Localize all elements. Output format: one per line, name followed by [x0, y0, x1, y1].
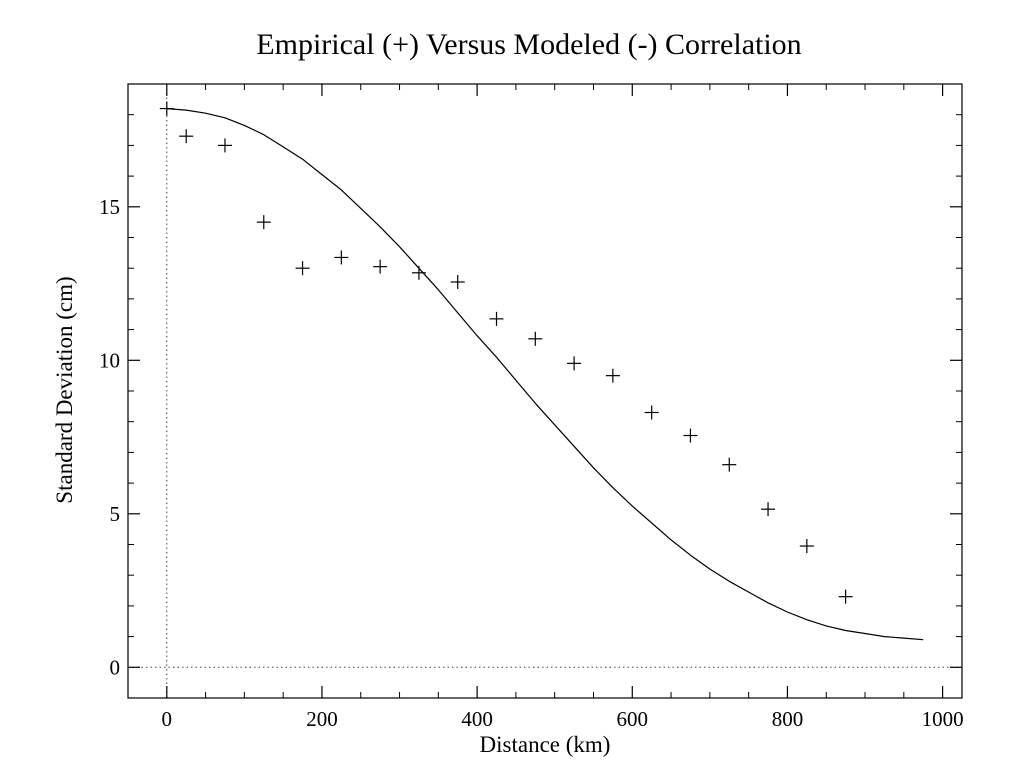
x-tick-label: 600	[617, 707, 649, 731]
empirical-point-marker	[217, 138, 232, 153]
x-tick-label: 200	[306, 707, 338, 731]
x-axis-ticks: 0 200 400 600 800 1000	[162, 84, 964, 731]
empirical-point-marker	[605, 368, 620, 383]
empirical-point-marker	[683, 428, 698, 443]
data-series	[159, 101, 924, 641]
y-tick-label: 0	[110, 655, 121, 679]
minor-ticks	[127, 83, 962, 699]
empirical-point-marker	[450, 275, 465, 290]
x-tick-label: 0	[162, 707, 173, 731]
y-axis-ticks: 0 5 10 15	[99, 195, 962, 679]
empirical-point-marker	[179, 129, 194, 144]
x-tick-label: 1000	[922, 707, 964, 731]
empirical-point-marker	[567, 356, 582, 371]
empirical-point-marker	[528, 331, 543, 346]
x-tick-label: 800	[772, 707, 804, 731]
plot-frame	[127, 83, 963, 699]
empirical-point-marker	[799, 539, 814, 554]
empirical-point-marker	[644, 405, 659, 420]
empirical-point-marker	[489, 311, 504, 326]
y-axis-label: Standard Deviation (cm)	[52, 276, 77, 503]
x-axis-label: Distance (km)	[480, 732, 611, 757]
y-tick-label: 10	[99, 348, 120, 372]
chart-title: Empirical (+) Versus Modeled (-) Correla…	[256, 28, 801, 61]
empirical-point-marker	[256, 215, 271, 230]
x-tick-label: 400	[461, 707, 493, 731]
y-tick-label: 5	[110, 502, 121, 526]
model-curve-line	[166, 108, 924, 641]
empirical-point-marker	[761, 502, 776, 517]
empirical-point-marker	[838, 589, 853, 604]
empirical-point-marker	[334, 250, 349, 265]
plot-area-border	[127, 83, 963, 699]
empirical-point-marker	[373, 259, 388, 274]
y-tick-label: 15	[99, 195, 120, 219]
empirical-point-marker	[295, 261, 310, 276]
empirical-point-marker	[722, 457, 737, 472]
reference-lines	[128, 84, 962, 698]
